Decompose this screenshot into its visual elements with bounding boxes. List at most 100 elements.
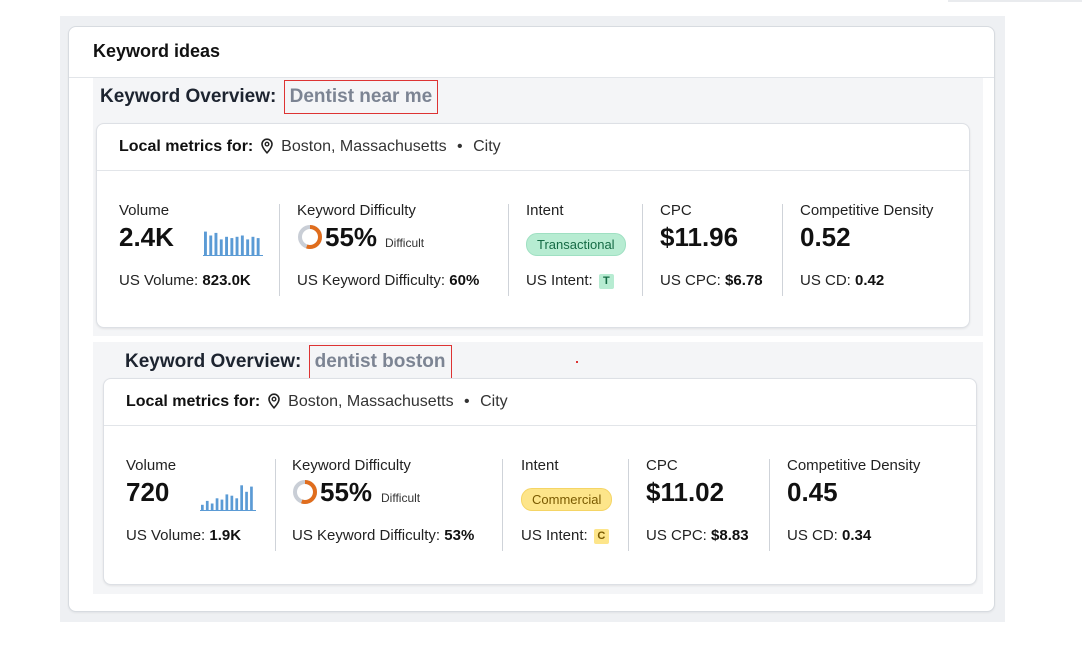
intent-badge[interactable]: T — [598, 274, 614, 289]
metric-separator — [642, 204, 643, 296]
top-strip — [948, 0, 1082, 2]
trend-bar — [240, 485, 243, 510]
location-pin-icon — [267, 393, 281, 409]
kd-value: 55% — [320, 477, 373, 507]
trend-bar — [230, 238, 234, 255]
location-type: City — [480, 393, 508, 410]
kd-word: Difficult — [381, 491, 421, 505]
us-kd-label: US Keyword Difficulty: — [292, 527, 441, 544]
keyword-difficulty-metric: Keyword Difficulty 55% Difficult US Keyw… — [297, 202, 507, 298]
us-intent-label: US Intent: — [521, 527, 588, 544]
intent-label: Intent — [526, 202, 564, 219]
kd-label: Keyword Difficulty — [292, 457, 411, 474]
us-cd: US CD: 0.42 — [800, 272, 884, 289]
volume-trend-chart — [203, 231, 263, 256]
trend-bar — [219, 239, 223, 255]
kd-word: Difficult — [385, 236, 425, 250]
keyword-text[interactable]: Dentist near me — [283, 80, 439, 114]
kd-ring-icon — [293, 480, 317, 504]
intent-metric: Intent Transactional US Intent: T — [526, 202, 636, 298]
trend-bar — [225, 494, 229, 510]
card-divider — [69, 77, 994, 78]
us-cpc-label: US CPC: — [646, 527, 707, 544]
cpc-metric: CPC $11.96 US CPC: $6.78 — [660, 202, 780, 298]
us-cd-value: 0.34 — [842, 527, 872, 544]
kd-label: Keyword Difficulty — [297, 202, 416, 219]
metric-separator — [782, 204, 783, 296]
volume-metric: Volume 720 US Volume: 1.9K — [126, 457, 276, 553]
us-kd-value: 60% — [449, 272, 480, 289]
cd-value: 0.45 — [787, 477, 838, 507]
kd-ring-fill — [293, 480, 317, 504]
trend-bar — [210, 503, 214, 510]
us-kd-label: US Keyword Difficulty: — [297, 272, 446, 289]
us-volume-label: US Volume: — [126, 527, 206, 544]
local-metrics-header: Local metrics for: Boston, Massachusetts… — [126, 393, 508, 411]
panel-divider — [104, 425, 976, 426]
us-intent: US Intent: C — [521, 527, 609, 544]
keyword-overview-title-1: Keyword Overview: Dentist near me — [100, 80, 439, 114]
us-volume-label: US Volume: — [119, 272, 199, 289]
us-intent: US Intent: T — [526, 272, 614, 289]
volume-value: 2.4K — [119, 222, 174, 252]
volume-label: Volume — [126, 457, 177, 474]
cpc-value: $11.96 — [660, 222, 739, 252]
trend-bar — [240, 235, 244, 255]
trend-bar — [235, 236, 239, 255]
keyword-text[interactable]: dentist boston — [308, 345, 452, 379]
metrics-panel-1: Local metrics for: Boston, Massachusetts… — [96, 123, 970, 328]
intent-badge[interactable]: C — [593, 529, 609, 544]
cpc-value: $11.02 — [646, 477, 725, 507]
location-type: City — [473, 138, 501, 155]
trend-bar — [251, 236, 255, 255]
separator-dot: • — [457, 138, 463, 155]
trend-bar — [235, 498, 239, 510]
metric-separator — [628, 459, 629, 551]
cpc-label: CPC — [646, 457, 678, 474]
us-cpc-value: $8.83 — [711, 527, 749, 544]
intent-label: Intent — [521, 457, 559, 474]
panel-divider — [97, 170, 969, 171]
keyword-difficulty-metric: Keyword Difficulty 55% Difficult US Keyw… — [292, 457, 502, 553]
intent-pill[interactable]: Commercial — [521, 488, 613, 511]
local-metrics-label: Local metrics for: — [126, 393, 261, 410]
cpc-label: CPC — [660, 202, 692, 219]
trend-bar — [246, 239, 250, 255]
intent-metric: Intent Commercial US Intent: C — [521, 457, 621, 553]
cd-label: Competitive Density — [787, 457, 921, 474]
location-name: Boston, Massachusetts — [281, 138, 447, 155]
us-cpc-value: $6.78 — [725, 272, 763, 289]
trend-bar — [225, 236, 228, 255]
metric-separator — [502, 459, 503, 551]
card-title: Keyword ideas — [93, 41, 221, 61]
trend-bar — [230, 495, 234, 510]
trend-bar — [214, 232, 218, 255]
metric-separator — [508, 204, 509, 296]
intent-pill[interactable]: Transactional — [526, 233, 626, 256]
kd-ring-icon — [298, 225, 322, 249]
metric-separator — [769, 459, 770, 551]
trend-bar — [201, 504, 204, 510]
trend-bar — [256, 238, 260, 255]
cpc-metric: CPC $11.02 US CPC: $8.83 — [646, 457, 766, 553]
us-volume: US Volume: 1.9K — [126, 527, 241, 544]
us-cd-label: US CD: — [800, 272, 851, 289]
location-name: Boston, Massachusetts — [288, 393, 454, 410]
separator-dot: • — [464, 393, 470, 410]
metric-separator — [275, 459, 276, 551]
volume-trend-chart — [200, 485, 256, 511]
us-volume-value: 1.9K — [209, 527, 242, 544]
trend-bar — [215, 498, 219, 510]
cd-label: Competitive Density — [800, 202, 934, 219]
trend-bar — [205, 500, 209, 510]
trend-bar — [204, 231, 207, 255]
metric-separator — [279, 204, 280, 296]
kd-value: 55% — [325, 222, 378, 252]
trend-bar — [220, 499, 224, 510]
trend-bar — [245, 491, 248, 510]
red-dot — [576, 361, 578, 363]
location-pin-icon — [260, 138, 274, 154]
us-cpc: US CPC: $8.83 — [646, 527, 749, 544]
us-cd-label: US CD: — [787, 527, 838, 544]
overview-label: Keyword Overview: — [100, 86, 277, 107]
